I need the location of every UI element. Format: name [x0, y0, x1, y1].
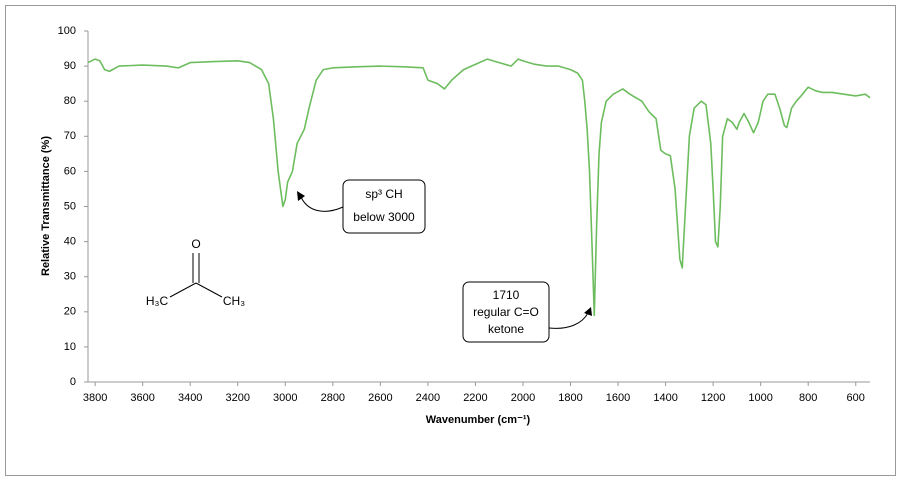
- x-tick-label: 3800: [83, 392, 107, 404]
- y-tick-label: 100: [58, 25, 76, 37]
- y-axis-label: Relative Transmittance (%): [40, 136, 52, 276]
- annotation-box: [342, 179, 426, 234]
- annotation-arrow: [300, 196, 344, 212]
- y-tick-label: 80: [64, 95, 76, 107]
- x-tick-label: 1200: [701, 392, 725, 404]
- y-tick-label: 30: [64, 271, 76, 283]
- x-tick-label: 1600: [606, 392, 630, 404]
- annotation-text: regular C=O: [473, 305, 539, 319]
- x-tick-label: 2600: [368, 392, 392, 404]
- arrow-head: [584, 307, 592, 316]
- x-tick-label: 1000: [748, 392, 772, 404]
- x-tick-label: 600: [847, 392, 865, 404]
- x-tick-label: 2000: [511, 392, 535, 404]
- x-tick-label: 2200: [463, 392, 487, 404]
- annotation-text: ketone: [488, 322, 524, 336]
- bond: [169, 282, 197, 298]
- x-tick-label: 3200: [226, 392, 250, 404]
- y-tick-label: 20: [64, 306, 76, 318]
- y-tick-label: 40: [64, 236, 76, 248]
- x-tick-label: 3600: [130, 392, 154, 404]
- x-tick-label: 2400: [416, 392, 440, 404]
- spectrum-line: [87, 58, 871, 317]
- frame: [5, 5, 896, 476]
- annotation-arrow: [548, 312, 589, 329]
- y-tick-label: 70: [64, 130, 76, 142]
- x-axis-label: Wavenumber (cm⁻¹): [426, 414, 531, 426]
- annotation-text: sp³ CH: [365, 187, 402, 201]
- x-tick-label: 2800: [321, 392, 345, 404]
- x-tick-label: 1800: [558, 392, 582, 404]
- x-tick-label: 3400: [178, 392, 202, 404]
- x-tick-label: 800: [799, 392, 817, 404]
- annotation-text: below 3000: [353, 210, 415, 224]
- atom-label: H₃C: [146, 294, 169, 308]
- y-tick-label: 90: [64, 60, 76, 72]
- y-tick-label: 10: [64, 341, 76, 353]
- annotation-box: [462, 281, 550, 343]
- annotation-text: 1710: [493, 288, 520, 302]
- molecule: O H₃C CH₃: [146, 237, 245, 308]
- y-tick-label: 60: [64, 165, 76, 177]
- atom-label: O: [191, 237, 200, 251]
- y-tick-label: 0: [70, 376, 76, 388]
- y-tick-label: 50: [64, 200, 76, 212]
- bond: [195, 282, 223, 298]
- x-tick-label: 3000: [273, 392, 297, 404]
- atom-label: CH₃: [223, 294, 245, 308]
- arrow-head: [297, 191, 305, 201]
- x-tick-label: 1400: [653, 392, 677, 404]
